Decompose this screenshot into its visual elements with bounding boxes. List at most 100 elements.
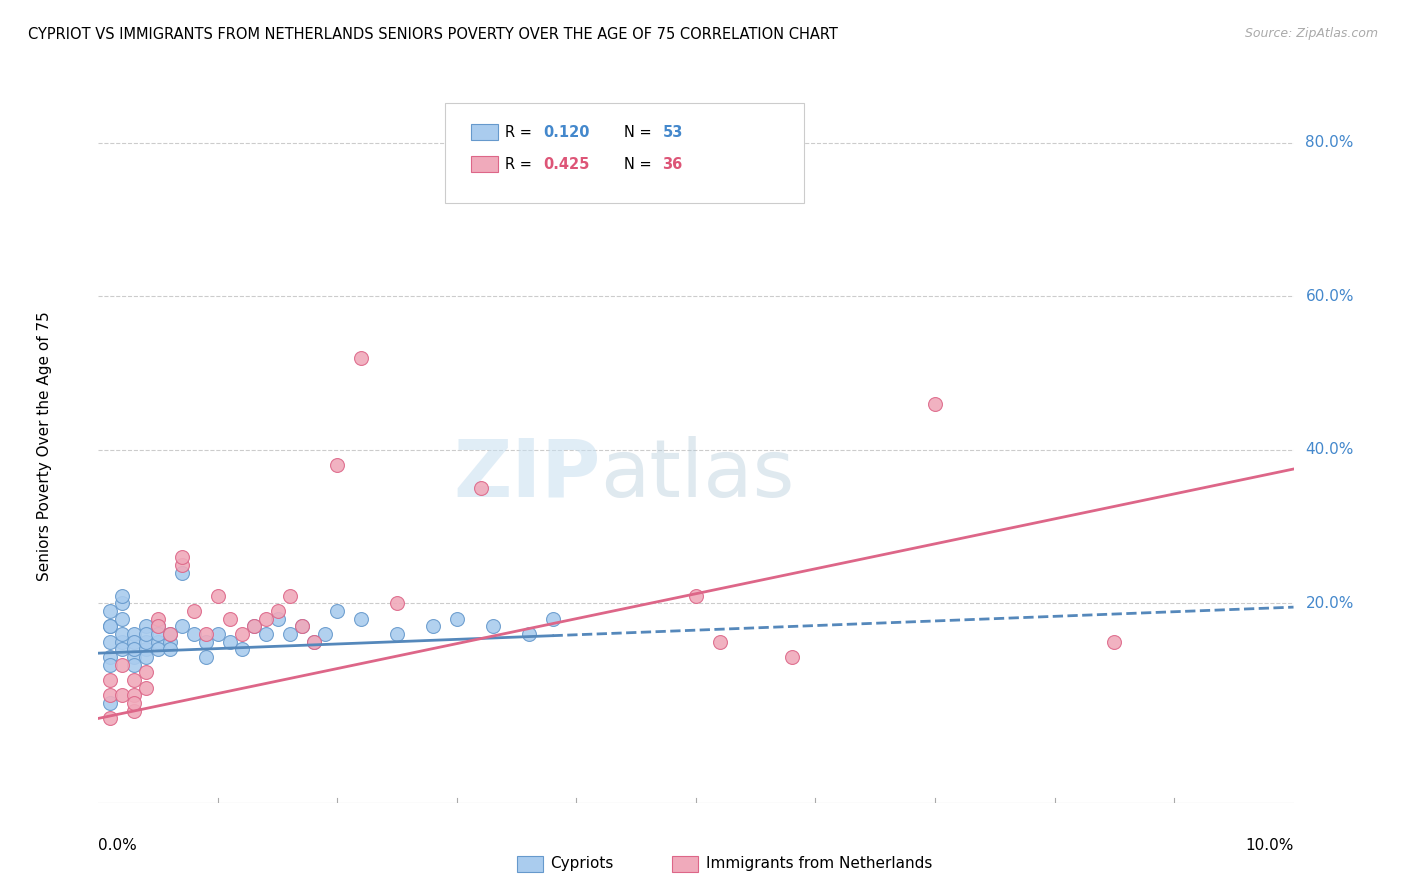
Point (194, 650, 218, 665)
Point (159, 634, 181, 648)
Point (541, 612, 564, 626)
Point (219, 612, 242, 626)
Point (315, 627, 337, 641)
Text: 60.0%: 60.0% (1305, 289, 1354, 304)
Text: 53: 53 (662, 125, 683, 139)
Point (148, 619, 170, 633)
Point (172, 558, 194, 572)
Point (98, 619, 122, 633)
Point (207, 627, 229, 641)
Point (111, 634, 134, 648)
Text: R =: R = (505, 157, 536, 171)
Point (172, 566, 194, 580)
Text: CYPRIOT VS IMMIGRANTS FROM NETHERLANDS SENIORS POVERTY OVER THE AGE OF 75 CORREL: CYPRIOT VS IMMIGRANTS FROM NETHERLANDS S… (28, 27, 838, 42)
Point (183, 604, 205, 618)
Point (124, 627, 146, 641)
Point (98, 634, 122, 648)
Text: 0.0%: 0.0% (98, 838, 138, 854)
Point (267, 604, 290, 618)
FancyBboxPatch shape (444, 103, 804, 203)
Text: ZIP: ZIP (453, 435, 600, 514)
Text: 20.0%: 20.0% (1305, 596, 1354, 611)
Point (111, 612, 134, 626)
Point (98, 604, 122, 618)
Point (124, 657, 146, 672)
Point (231, 627, 253, 641)
Point (124, 696, 146, 710)
Point (207, 589, 229, 603)
Point (243, 619, 266, 633)
Point (159, 642, 181, 657)
Text: 36: 36 (662, 157, 683, 171)
Text: atlas: atlas (600, 435, 794, 514)
Text: Immigrants from Netherlands: Immigrants from Netherlands (706, 856, 932, 871)
Point (111, 689, 134, 703)
Point (148, 612, 170, 626)
Point (98, 689, 122, 703)
Point (194, 634, 218, 648)
Point (124, 704, 146, 718)
Point (219, 634, 242, 648)
Point (302, 634, 325, 648)
Point (290, 619, 312, 633)
Point (172, 619, 194, 633)
Point (98, 650, 122, 665)
Point (278, 627, 301, 641)
Point (135, 665, 157, 680)
Point (135, 619, 157, 633)
Text: R =: R = (505, 125, 536, 139)
Point (326, 458, 349, 473)
Point (124, 689, 146, 703)
Point (98, 657, 122, 672)
Text: 0.120: 0.120 (543, 125, 589, 139)
Point (278, 589, 301, 603)
Point (148, 634, 170, 648)
Point (148, 627, 170, 641)
Point (422, 619, 444, 633)
Text: Source: ZipAtlas.com: Source: ZipAtlas.com (1244, 27, 1378, 40)
FancyBboxPatch shape (672, 856, 699, 872)
Point (98, 711, 122, 725)
Point (780, 650, 803, 665)
Point (111, 596, 134, 610)
Point (709, 634, 731, 648)
Point (385, 627, 409, 641)
Point (111, 657, 134, 672)
Point (159, 627, 181, 641)
Point (124, 650, 146, 665)
Point (124, 673, 146, 687)
Point (290, 619, 312, 633)
Point (98, 619, 122, 633)
Point (111, 589, 134, 603)
Point (135, 650, 157, 665)
Point (350, 612, 373, 626)
Point (111, 627, 134, 641)
FancyBboxPatch shape (471, 156, 498, 172)
Text: 0.425: 0.425 (543, 157, 589, 171)
Point (470, 481, 492, 495)
Text: 80.0%: 80.0% (1305, 136, 1354, 151)
Point (517, 627, 540, 641)
Point (254, 612, 277, 626)
FancyBboxPatch shape (471, 124, 498, 140)
Text: Seniors Poverty Over the Age of 75: Seniors Poverty Over the Age of 75 (37, 311, 52, 581)
Point (446, 612, 468, 626)
Point (385, 596, 409, 610)
Text: 40.0%: 40.0% (1305, 442, 1354, 458)
Point (194, 627, 218, 641)
Point (267, 612, 290, 626)
Point (148, 642, 170, 657)
Point (135, 681, 157, 695)
Point (243, 619, 266, 633)
Point (98, 696, 122, 710)
Point (350, 351, 373, 365)
Text: Cypriots: Cypriots (550, 856, 613, 871)
Point (481, 619, 505, 633)
Point (111, 642, 134, 657)
Point (135, 627, 157, 641)
FancyBboxPatch shape (517, 856, 543, 872)
Point (924, 397, 946, 411)
Point (302, 634, 325, 648)
Point (685, 589, 707, 603)
Point (231, 642, 253, 657)
